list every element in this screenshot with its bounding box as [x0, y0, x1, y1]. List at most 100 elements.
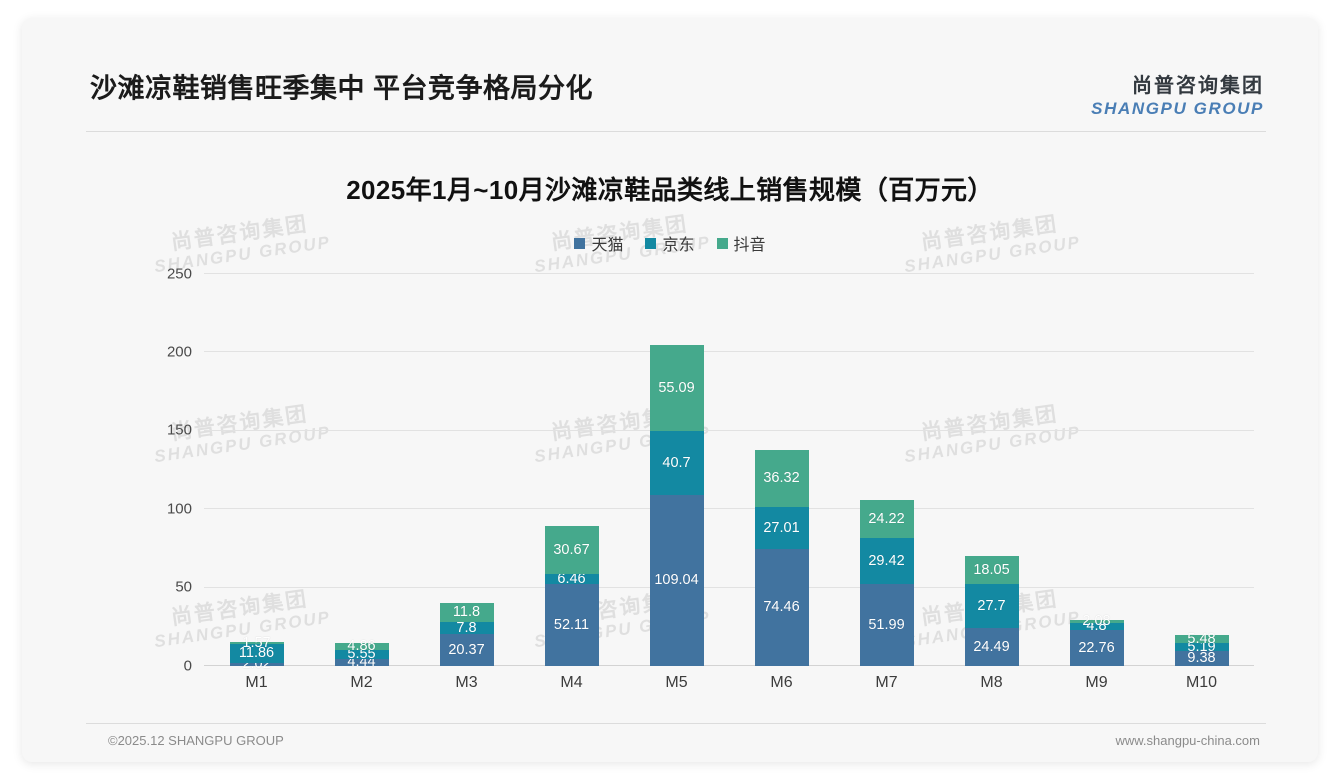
footer-website: www.shangpu-china.com — [1115, 733, 1260, 748]
x-axis-tick-label: M2 — [350, 674, 373, 691]
bar-value-label: 74.46 — [763, 599, 800, 616]
bar-value-label: 29.42 — [868, 553, 905, 570]
bar-value-label: 51.99 — [868, 616, 905, 633]
legend-swatch-icon — [645, 237, 657, 249]
bar-column-M3[interactable]: 20.37 7.8 11.8 M3 — [439, 603, 494, 691]
slide-canvas: 尚普咨询集团 SHANGPU GROUP 尚普咨询集团 SHANGPU GROU… — [22, 18, 1318, 762]
bar-segment-天猫[interactable]: 74.46 — [754, 549, 809, 666]
bar-value-label: 5.48 — [1187, 630, 1216, 647]
bar-value-label: 30.67 — [553, 541, 590, 558]
bar-segment-天猫[interactable]: 2.02 — [229, 657, 284, 671]
bar-segment-天猫[interactable]: 52.11 — [544, 584, 599, 666]
bar-segment-京东[interactable]: 27.7 — [964, 584, 1019, 628]
bar-segment-抖音[interactable]: 5.48 — [1174, 630, 1229, 647]
bar-column-M1[interactable]: 2.02 11.86 1.57 M1 — [229, 636, 284, 691]
bar-value-label: 4.8 — [1086, 618, 1107, 635]
bar-column-M7[interactable]: 51.99 29.42 24.22 M7 — [859, 500, 914, 691]
slide-header: 沙滩凉鞋销售旺季集中 平台竞争格局分化 尚普咨询集团 SHANGPU GROUP — [22, 18, 1318, 122]
chart-legend: 天猫 京东 抖音 — [22, 231, 1318, 255]
bar-value-label: 109.04 — [654, 572, 699, 589]
bar-segment-抖音[interactable]: 2.08 — [1069, 614, 1124, 628]
x-axis-tick-label: M10 — [1185, 674, 1218, 691]
bar-segment-抖音[interactable]: 24.22 — [859, 500, 914, 539]
footer-copyright: ©2025.12 SHANGPU GROUP — [108, 733, 284, 748]
legend-swatch-icon — [716, 237, 728, 249]
legend-label: 抖音 — [733, 237, 766, 254]
bar-segment-京东[interactable]: 11.86 — [229, 644, 284, 663]
bar-segment-抖音[interactable]: 11.8 — [439, 603, 494, 622]
bar-segment-京东[interactable]: 27.01 — [754, 506, 809, 550]
x-axis-tick-label: M3 — [455, 674, 478, 691]
x-axis-tick-label: M6 — [770, 674, 793, 691]
bar-segment-京东[interactable]: 40.7 — [649, 431, 704, 496]
y-axis-tick-label: 100 — [166, 500, 192, 518]
bar-segment-抖音[interactable]: 1.57 — [229, 636, 284, 650]
bar-segment-抖音[interactable]: 36.32 — [754, 449, 809, 507]
x-axis-tick-label: M4 — [560, 674, 583, 691]
bar-value-label: 2.08 — [1082, 612, 1111, 629]
bar-value-label: 36.32 — [763, 470, 800, 487]
gridline: 250 — [167, 265, 1254, 282]
y-axis-tick-label: 150 — [166, 421, 192, 439]
bar-value-label: 11.86 — [238, 645, 275, 662]
bar-segment-抖音[interactable]: 4.86 — [334, 639, 389, 653]
bar-segment-京东[interactable]: 29.42 — [859, 538, 914, 585]
legend-item-抖音[interactable]: 抖音 — [716, 231, 766, 255]
legend-item-京东[interactable]: 京东 — [645, 231, 695, 255]
bar-segment-抖音[interactable]: 55.09 — [649, 344, 704, 432]
legend-label: 京东 — [662, 237, 695, 254]
bar-value-label: 5.55 — [347, 646, 376, 663]
bar-series-group: 2.02 11.86 1.57 M1 4.44 5.55 4.86 M2 20.37 7.8 11.… — [204, 274, 1254, 691]
chart-title: 2025年1月~10月沙滩凉鞋品类线上销售规模（百万元） — [346, 175, 994, 205]
bar-segment-天猫[interactable]: 51.99 — [859, 584, 914, 666]
bar-value-label: 6.46 — [557, 570, 586, 587]
bar-segment-京东[interactable]: 5.19 — [1174, 640, 1229, 654]
logo-chinese-text: 尚普咨询集团 — [1132, 75, 1264, 97]
bar-column-M9[interactable]: 22.76 4.8 2.08 M9 — [1069, 614, 1124, 691]
bar-value-label: 1.57 — [242, 634, 271, 651]
bar-column-M5[interactable]: 109.04 40.7 55.09 M5 — [649, 344, 704, 691]
bar-value-label: 4.86 — [347, 638, 376, 655]
bar-segment-抖音[interactable]: 18.05 — [964, 555, 1019, 585]
bar-segment-京东[interactable]: 6.46 — [544, 570, 599, 587]
bar-segment-抖音[interactable]: 30.67 — [544, 526, 599, 575]
bar-value-label: 27.7 — [977, 597, 1006, 614]
gridline: 150 — [167, 422, 1254, 439]
bar-segment-天猫[interactable]: 20.37 — [439, 634, 494, 666]
bar-segment-京东[interactable]: 5.55 — [334, 646, 389, 663]
x-axis-line — [204, 665, 1254, 666]
bar-column-M10[interactable]: 9.38 5.19 5.48 M10 — [1174, 630, 1229, 691]
y-axis-tick-label: 0 — [183, 657, 192, 674]
bar-column-M4[interactable]: 52.11 6.46 30.67 M4 — [544, 526, 599, 691]
gridline: 200 — [167, 343, 1254, 360]
bar-column-M6[interactable]: 74.46 27.01 36.32 M6 — [754, 449, 809, 691]
bar-segment-天猫[interactable]: 22.76 — [1069, 630, 1124, 666]
bar-segment-天猫[interactable]: 24.49 — [964, 627, 1019, 666]
bar-value-label: 24.49 — [973, 638, 1010, 655]
bar-value-label: 7.8 — [456, 619, 477, 636]
bar-segment-天猫[interactable]: 109.04 — [649, 495, 704, 666]
bar-value-label: 40.7 — [662, 454, 691, 471]
bar-value-label: 18.05 — [973, 561, 1010, 578]
bar-value-label: 11.8 — [452, 604, 481, 621]
x-axis-tick-label: M7 — [875, 674, 898, 691]
bar-value-label: 9.38 — [1187, 650, 1216, 667]
bar-value-label: 55.09 — [658, 379, 695, 396]
logo-english-text: SHANGPU GROUP — [1091, 99, 1264, 118]
x-axis-tick-label: M8 — [980, 674, 1003, 691]
bar-segment-天猫[interactable]: 9.38 — [1174, 650, 1229, 667]
bar-column-M2[interactable]: 4.44 5.55 4.86 M2 — [334, 639, 389, 691]
x-axis-tick-label: M1 — [245, 674, 268, 691]
footer-divider — [86, 723, 1266, 724]
bar-value-label: 20.37 — [448, 641, 485, 658]
bar-segment-京东[interactable]: 7.8 — [439, 619, 494, 636]
legend-item-天猫[interactable]: 天猫 — [574, 231, 623, 255]
gridline: 100 — [167, 500, 1254, 517]
bar-segment-京东[interactable]: 4.8 — [1069, 619, 1124, 633]
bar-value-label: 5.19 — [1187, 638, 1216, 655]
bar-value-label: 27.01 — [763, 519, 800, 536]
y-axis-tick-label: 200 — [166, 343, 192, 361]
bar-column-M8[interactable]: 24.49 27.7 18.05 M8 — [964, 555, 1019, 691]
legend-label: 天猫 — [591, 237, 624, 254]
y-axis-tick-label: 50 — [175, 578, 192, 596]
